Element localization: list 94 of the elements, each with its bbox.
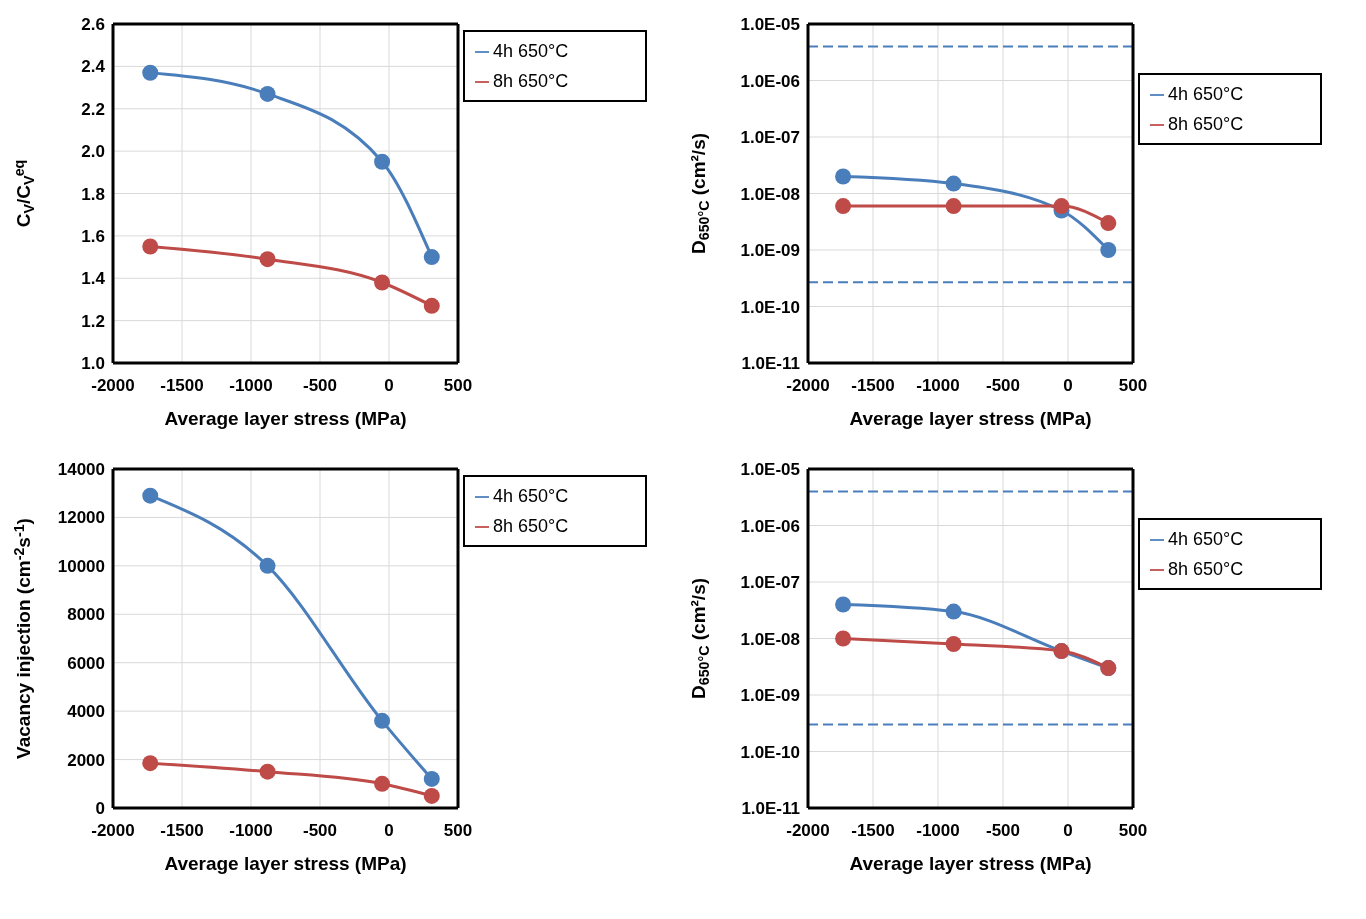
x-axis-title: Average layer stress (MPa): [164, 408, 407, 429]
point: [835, 630, 852, 647]
y-tick-label: 1.0E-11: [741, 354, 800, 374]
x-tick-label: -2000: [91, 376, 135, 396]
x-tick-label: -1000: [916, 821, 960, 841]
y-tick-label: 4000: [67, 702, 105, 722]
x-tick-label: -1000: [229, 376, 273, 396]
point: [374, 274, 391, 291]
legend-label: 8h 650°C: [1168, 559, 1244, 579]
x-tick-label: 500: [443, 821, 473, 841]
x-tick-label: -2000: [786, 821, 830, 841]
point: [259, 85, 276, 102]
y-tick-label: 0: [95, 799, 105, 819]
y-tick-label: 1.0E-05: [740, 460, 800, 480]
y-tick-label: 1.0E-07: [740, 573, 800, 593]
x-axis-title: Average layer stress (MPa): [849, 853, 1092, 874]
y-tick-label: 10000: [57, 556, 105, 576]
y-tick-label: 1.0E-11: [741, 799, 800, 819]
point: [835, 596, 852, 613]
point: [374, 712, 391, 729]
point: [142, 64, 159, 81]
point: [259, 251, 276, 268]
legend-label: 4h 650°C: [1168, 84, 1244, 104]
y-tick-label: 6000: [67, 653, 105, 673]
legend-label: 4h 650°C: [1168, 529, 1244, 549]
y-tick-label: 1.0E-08: [740, 629, 800, 649]
legend-label: 4h 650°C: [493, 486, 569, 506]
y-tick-label: 1.0E-09: [740, 686, 800, 706]
point: [423, 249, 440, 266]
y-tick-label: 1.0E-05: [740, 15, 800, 35]
y-tick-label: 1.0E-10: [740, 742, 800, 762]
y-tick-label: 1.8: [81, 184, 105, 204]
x-tick-label: -500: [985, 821, 1021, 841]
y-tick-label: 1.0E-06: [740, 71, 800, 91]
legend-label: 4h 650°C: [493, 41, 569, 61]
y-tick-label: 2000: [67, 750, 105, 770]
point: [1053, 198, 1070, 215]
y-tick-label: 1.0E-09: [740, 241, 800, 261]
y-tick-label: 1.2: [81, 311, 105, 331]
legend-label: 8h 650°C: [1168, 114, 1244, 134]
x-tick-label: -2000: [786, 376, 830, 396]
legend-label: 8h 650°C: [493, 516, 569, 536]
x-tick-label: -2000: [91, 821, 135, 841]
point: [142, 487, 159, 504]
x-tick-label: 0: [1063, 376, 1073, 396]
y-tick-label: 1.4: [81, 269, 106, 289]
x-tick-label: -500: [985, 376, 1021, 396]
x-tick-label: 0: [384, 376, 394, 396]
x-tick-label: -1500: [160, 821, 204, 841]
point: [1100, 215, 1117, 232]
x-tick-label: 500: [1118, 821, 1148, 841]
y-tick-label: 1.0E-10: [740, 297, 800, 317]
point: [423, 787, 440, 804]
y-tick-label: 14000: [57, 460, 105, 480]
point: [259, 763, 276, 780]
y-tick-label: 1.0: [81, 354, 105, 374]
point: [423, 770, 440, 787]
point: [374, 153, 391, 170]
x-tick-label: -500: [302, 821, 338, 841]
y-tick-label: 2.0: [81, 142, 105, 162]
point: [142, 238, 159, 255]
y-tick-label: 12000: [57, 508, 105, 528]
x-tick-label: -1000: [229, 821, 273, 841]
point: [835, 168, 852, 185]
x-tick-label: -1500: [851, 376, 895, 396]
point: [835, 198, 852, 215]
point: [374, 775, 391, 792]
x-tick-label: -1500: [851, 821, 895, 841]
point: [142, 755, 159, 772]
legend-label: 8h 650°C: [493, 71, 569, 91]
y-tick-label: 1.0E-08: [740, 184, 800, 204]
x-tick-label: 0: [1063, 821, 1073, 841]
y-tick-label: 2.4: [81, 57, 106, 77]
point: [945, 175, 962, 192]
y-tick-label: 1.6: [81, 226, 105, 246]
point: [423, 297, 440, 314]
y-tick-label: 2.6: [81, 15, 105, 35]
y-tick-label: 8000: [67, 605, 105, 625]
x-axis-title: Average layer stress (MPa): [849, 408, 1092, 429]
x-tick-label: -1000: [916, 376, 960, 396]
y-tick-label: 2.2: [81, 99, 105, 119]
point: [259, 557, 276, 574]
x-tick-label: 0: [384, 821, 394, 841]
x-tick-label: -500: [302, 376, 338, 396]
y-tick-label: 1.0E-06: [740, 516, 800, 536]
point: [945, 635, 962, 652]
point: [945, 198, 962, 215]
x-axis-title: Average layer stress (MPa): [164, 853, 407, 874]
x-tick-label: -1500: [160, 376, 204, 396]
point: [1100, 242, 1117, 258]
point: [945, 603, 962, 620]
x-tick-label: 500: [1118, 376, 1148, 396]
y-tick-label: 1.0E-07: [740, 128, 800, 148]
x-tick-label: 500: [443, 376, 473, 396]
